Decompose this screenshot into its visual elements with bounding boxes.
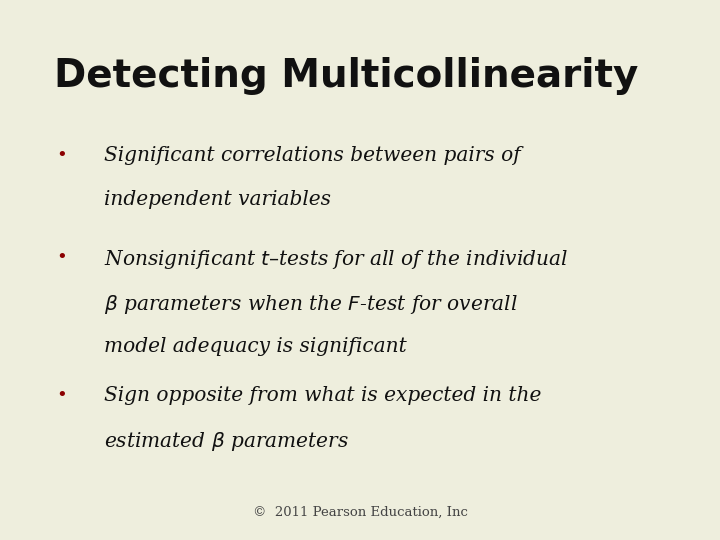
- Text: model adequacy is significant: model adequacy is significant: [104, 337, 407, 356]
- Text: Detecting Multicollinearity: Detecting Multicollinearity: [54, 57, 639, 94]
- Text: •: •: [56, 386, 66, 404]
- Text: Sign opposite from what is expected in the: Sign opposite from what is expected in t…: [104, 386, 541, 405]
- Text: $\beta$ parameters when the $F$-test for overall: $\beta$ parameters when the $F$-test for…: [104, 293, 518, 316]
- Text: Nonsignificant $t$–tests for all of the individual: Nonsignificant $t$–tests for all of the …: [104, 248, 568, 272]
- Text: •: •: [56, 248, 66, 266]
- Text: ©  2011 Pearson Education, Inc: © 2011 Pearson Education, Inc: [253, 505, 467, 518]
- Text: estimated $\beta$ parameters: estimated $\beta$ parameters: [104, 430, 349, 454]
- Text: •: •: [56, 146, 66, 164]
- Text: independent variables: independent variables: [104, 190, 331, 209]
- Text: Significant correlations between pairs of: Significant correlations between pairs o…: [104, 146, 521, 165]
